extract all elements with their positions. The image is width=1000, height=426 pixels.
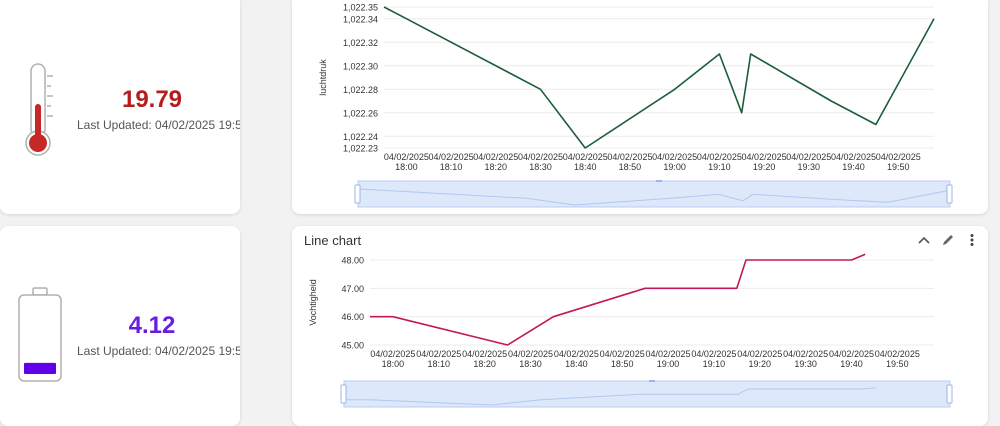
pressure-line-chart: 1,022.351,022.34 1,022.32 1,022.30 1,022.28… [318,3,953,208]
x-tick-label: 04/02/2025 [831,152,876,162]
x-tick-label: 19:40 [840,359,863,369]
y-tick-label: 48.00 [341,256,364,266]
x-tick-label: 04/02/2025 [563,152,608,162]
zoom-handle-right [946,384,953,404]
x-tick-label: 18:20 [473,359,496,369]
y-axis-label: Vochtigheid [308,279,318,326]
x-tick-label: 18:20 [485,162,508,172]
x-tick-label: 04/02/2025 [783,349,828,359]
x-tick-label: 04/02/2025 [875,349,920,359]
x-tick-label: 19:50 [886,359,909,369]
x-tick-label: 04/02/2025 [384,152,429,162]
battery-level [24,362,56,374]
x-tick-label: 19:40 [842,162,865,172]
x-tick-label: 18:10 [440,162,463,172]
x-tick-label: 04/02/2025 [416,349,461,359]
x-tick-label: 19:20 [753,162,776,172]
x-tick-label: 04/02/2025 [697,152,742,162]
battery-card: 4.12 Last Updated: 04/02/2025 19:58 [0,226,240,426]
x-tick-label: 04/02/2025 [646,349,691,359]
thermometer-icon [25,63,53,156]
x-tick-label: 04/02/2025 [607,152,652,162]
x-tick-label: 18:50 [611,359,634,369]
x-tick-label: 04/02/2025 [829,349,874,359]
pencil-icon[interactable] [938,231,958,249]
temperature-last-updated: Last Updated: 04/02/2025 19:58 [77,118,240,132]
temperature-card: 19.79 Last Updated: 04/02/2025 19:58 [0,0,240,214]
zoom-handle-right [946,184,953,204]
y-axis-label: luchtdruk [318,59,328,96]
y-tick-label: 1,022.35 [343,3,378,13]
humidity-line-chart: 48.00 47.00 46.00 45.00 Vochtigheid 04/02/202… [308,253,953,408]
x-tick-label: 04/02/2025 [370,349,415,359]
chart-title: Line chart [304,233,362,248]
x-tick-label: 04/02/2025 [518,152,563,162]
y-tick-label: 1,022.24 [343,132,378,142]
x-tick-label: 18:40 [565,359,588,369]
x-tick-label: 18:10 [428,359,451,369]
y-tick-label: 45.00 [341,341,364,351]
x-tick-label: 19:10 [703,359,726,369]
x-tick-label: 19:10 [708,162,731,172]
x-tick-label: 19:50 [887,162,910,172]
x-tick-label: 19:00 [657,359,680,369]
x-tick-label: 19:20 [748,359,771,369]
x-tick-label: 18:30 [529,162,552,172]
x-tick-label: 04/02/2025 [876,152,921,162]
x-tick-label: 18:50 [619,162,642,172]
zoom-grip [656,180,662,182]
x-tick-label: 18:00 [382,359,405,369]
x-tick-label: 04/02/2025 [508,349,553,359]
x-tick-label: 19:30 [794,359,817,369]
pressure-chart-card: 1,022.35 1,022.34 1,022.32 1,022.30 1,022.28… [292,0,988,214]
x-tick-label: 04/02/2025 [742,152,787,162]
more-vert-icon[interactable] [962,231,982,249]
y-tick-label: 1,022.28 [343,85,378,95]
zoom-handle-left [340,384,347,404]
x-tick-label: 19:30 [798,162,821,172]
x-tick-label: 18:00 [395,162,418,172]
zoom-grip [649,380,655,382]
y-tick-label: 1,022.30 [343,61,378,71]
y-tick-label: 1,022.26 [343,108,378,118]
series-line [383,6,935,149]
x-tick-label: 18:40 [574,162,597,172]
x-tick-label: 04/02/2025 [652,152,697,162]
y-tick-label: 1,022.32 [343,38,378,48]
y-tick-label: 47.00 [341,284,364,294]
chart-actions [914,231,982,249]
chevron-up-icon[interactable] [914,231,934,249]
x-tick-label: 04/02/2025 [600,349,645,359]
battery-icon [18,287,62,382]
temperature-value: 19.79 [121,86,183,113]
y-tick-label: 1,022.34 [343,14,378,24]
x-tick-label: 04/02/2025 [429,152,474,162]
y-tick-label: 1,022.23 [343,144,378,154]
y-tick-label: 46.00 [341,312,364,322]
x-tick-label: 04/02/2025 [737,349,782,359]
battery-last-updated: Last Updated: 04/02/2025 19:58 [77,344,240,358]
x-tick-label: 04/02/2025 [473,152,518,162]
x-tick-label: 04/02/2025 [691,349,736,359]
x-tick-label: 19:00 [663,162,686,172]
series-line [370,253,866,346]
battery-value: 4.12 [128,312,176,339]
zoom-handle-left [354,184,361,204]
x-tick-label: 18:30 [519,359,542,369]
x-tick-label: 04/02/2025 [786,152,831,162]
x-tick-label: 04/02/2025 [554,349,599,359]
humidity-chart-card: Line chart 48.00 47.00 46.00 45.00 Vochtighe… [292,226,988,426]
zoom-slider-preview [357,188,951,206]
x-tick-label: 04/02/2025 [462,349,507,359]
zoom-slider-preview [344,387,877,406]
